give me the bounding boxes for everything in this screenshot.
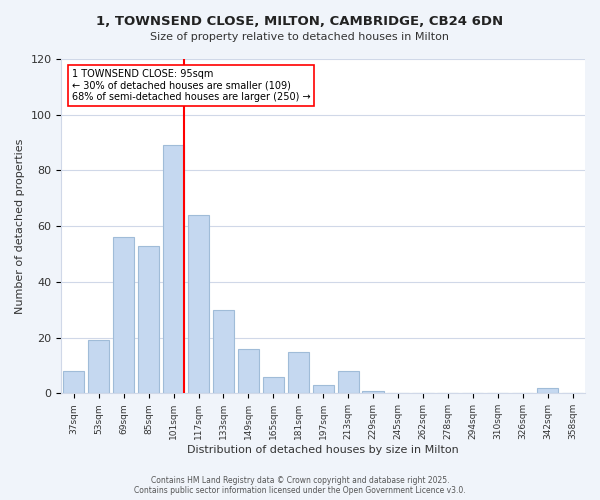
Bar: [213, 310, 234, 394]
Bar: [313, 385, 334, 394]
Text: 1 TOWNSEND CLOSE: 95sqm
← 30% of detached houses are smaller (109)
68% of semi-d: 1 TOWNSEND CLOSE: 95sqm ← 30% of detache…: [72, 69, 310, 102]
Bar: [163, 146, 184, 394]
Text: Size of property relative to detached houses in Milton: Size of property relative to detached ho…: [151, 32, 449, 42]
Bar: [188, 215, 209, 394]
Bar: [88, 340, 109, 394]
X-axis label: Distribution of detached houses by size in Milton: Distribution of detached houses by size …: [187, 445, 459, 455]
Bar: [238, 349, 259, 394]
Text: 1, TOWNSEND CLOSE, MILTON, CAMBRIDGE, CB24 6DN: 1, TOWNSEND CLOSE, MILTON, CAMBRIDGE, CB…: [97, 15, 503, 28]
Y-axis label: Number of detached properties: Number of detached properties: [15, 138, 25, 314]
Bar: [537, 388, 558, 394]
Text: Contains HM Land Registry data © Crown copyright and database right 2025.
Contai: Contains HM Land Registry data © Crown c…: [134, 476, 466, 495]
Bar: [287, 352, 309, 394]
Bar: [138, 246, 159, 394]
Bar: [362, 390, 383, 394]
Bar: [63, 371, 85, 394]
Bar: [338, 371, 359, 394]
Bar: [263, 376, 284, 394]
Bar: [113, 238, 134, 394]
